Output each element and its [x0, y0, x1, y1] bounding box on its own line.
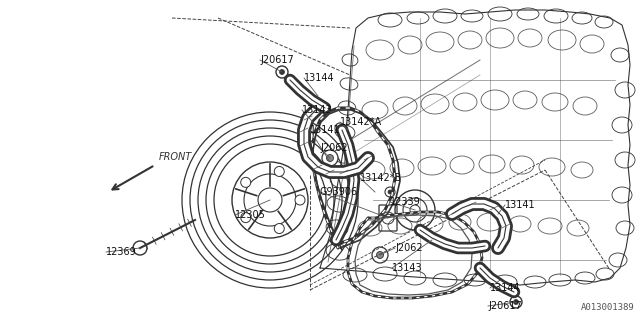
Text: G93906: G93906: [320, 187, 358, 197]
Circle shape: [322, 150, 338, 166]
Circle shape: [335, 123, 345, 133]
Text: 12369: 12369: [106, 247, 137, 257]
Circle shape: [513, 300, 518, 305]
Circle shape: [510, 296, 522, 308]
Circle shape: [326, 155, 333, 162]
Circle shape: [241, 212, 251, 223]
Circle shape: [295, 195, 305, 205]
Text: 13142*A: 13142*A: [340, 117, 382, 127]
Text: 13142*B: 13142*B: [360, 173, 403, 183]
Circle shape: [376, 252, 383, 259]
Text: 13143: 13143: [302, 105, 333, 115]
Text: J20617: J20617: [488, 301, 522, 311]
Text: FRONT: FRONT: [159, 152, 192, 162]
Text: J2062: J2062: [395, 243, 422, 253]
Text: 12305: 12305: [235, 210, 266, 220]
Circle shape: [133, 241, 147, 255]
Circle shape: [385, 187, 395, 197]
Text: 13144: 13144: [304, 73, 335, 83]
Text: 13141: 13141: [310, 125, 340, 135]
Text: J20617: J20617: [260, 55, 294, 65]
Circle shape: [372, 247, 388, 263]
Text: 13141: 13141: [505, 200, 536, 210]
Text: 13144: 13144: [490, 283, 520, 293]
Circle shape: [275, 224, 284, 234]
Text: 13143: 13143: [392, 263, 422, 273]
Text: J2062: J2062: [320, 143, 348, 153]
Text: A013001389: A013001389: [581, 303, 635, 312]
Circle shape: [241, 177, 251, 188]
Circle shape: [280, 69, 285, 75]
Circle shape: [338, 126, 342, 130]
Circle shape: [276, 66, 288, 78]
Text: 12339: 12339: [390, 197, 420, 207]
Circle shape: [388, 190, 392, 194]
Circle shape: [275, 166, 284, 176]
